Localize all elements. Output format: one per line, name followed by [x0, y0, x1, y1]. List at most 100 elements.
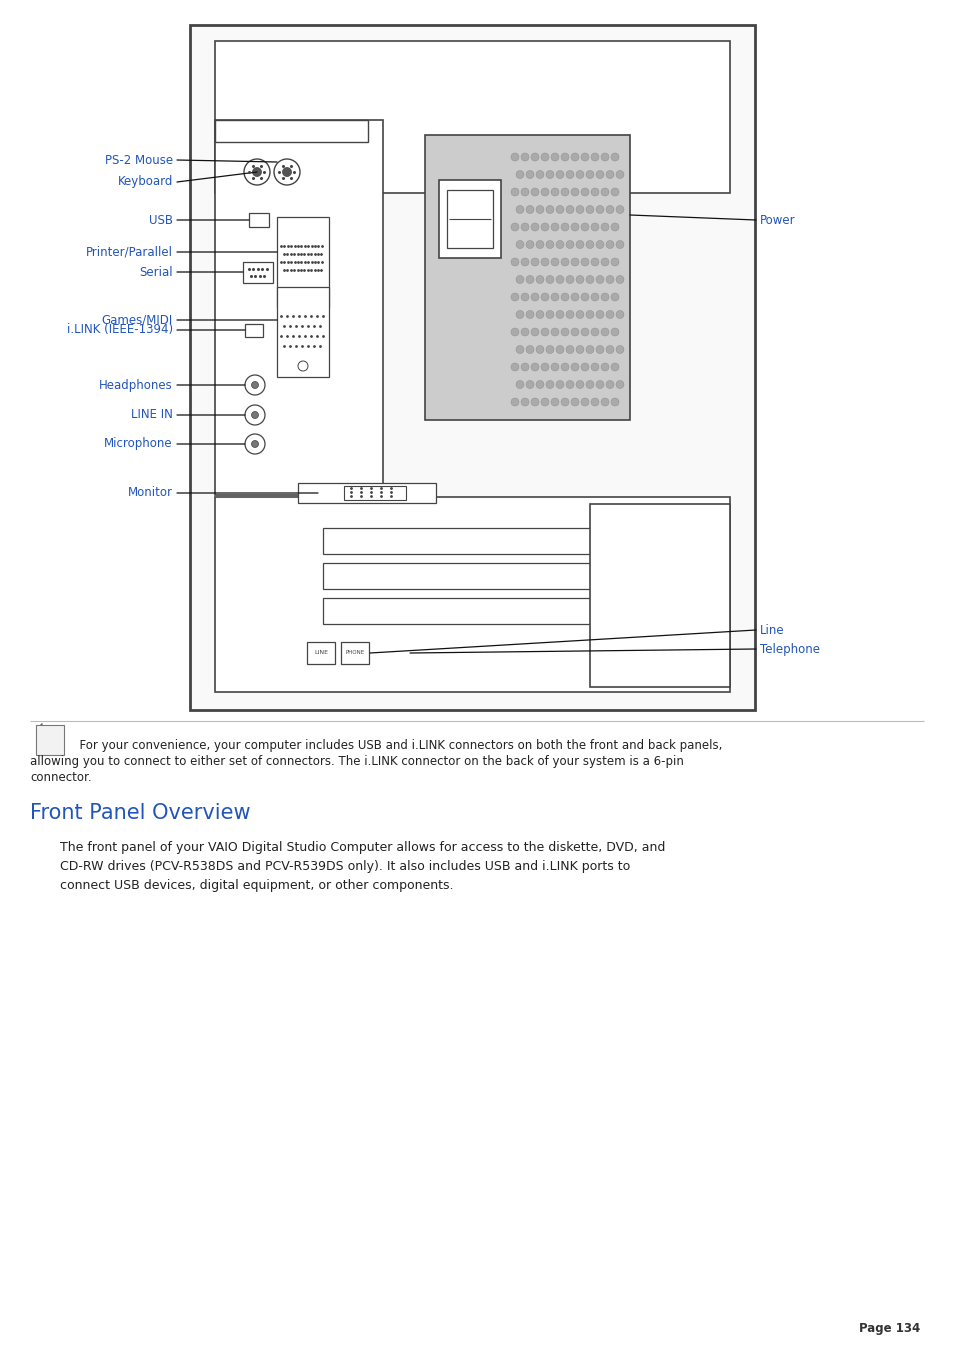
Circle shape [600, 328, 608, 336]
Circle shape [596, 276, 603, 284]
Text: Telephone: Telephone [760, 643, 820, 655]
Circle shape [576, 311, 583, 319]
Bar [340, 642, 369, 663]
Bar [438, 180, 500, 258]
Text: i.LINK (IEEE-1394): i.LINK (IEEE-1394) [67, 323, 172, 336]
Bar [214, 497, 729, 692]
Circle shape [565, 346, 574, 354]
Text: Page 134: Page 134 [858, 1323, 919, 1335]
Circle shape [551, 153, 558, 161]
Circle shape [244, 159, 270, 185]
Text: LINE: LINE [314, 650, 328, 655]
Circle shape [576, 276, 583, 284]
Circle shape [525, 276, 534, 284]
Circle shape [274, 159, 299, 185]
Circle shape [590, 223, 598, 231]
Circle shape [525, 240, 534, 249]
Text: connect USB devices, digital equipment, or other components.: connect USB devices, digital equipment, … [60, 880, 453, 892]
Circle shape [616, 240, 623, 249]
Circle shape [516, 276, 523, 284]
Circle shape [551, 363, 558, 372]
Circle shape [540, 153, 548, 161]
Text: Front Panel Overview: Front Panel Overview [30, 802, 251, 823]
Bar [323, 528, 602, 554]
Circle shape [565, 240, 574, 249]
Circle shape [600, 399, 608, 407]
Circle shape [610, 328, 618, 336]
Circle shape [531, 153, 538, 161]
Circle shape [540, 258, 548, 266]
Circle shape [516, 205, 523, 213]
Circle shape [560, 399, 568, 407]
Circle shape [556, 381, 563, 389]
Bar [307, 642, 335, 663]
Circle shape [545, 311, 554, 319]
Circle shape [252, 412, 258, 419]
Circle shape [590, 328, 598, 336]
Circle shape [531, 223, 538, 231]
Circle shape [551, 293, 558, 301]
Circle shape [511, 258, 518, 266]
Text: LINE IN: LINE IN [131, 408, 172, 422]
Bar [276, 218, 329, 307]
Circle shape [551, 399, 558, 407]
Circle shape [596, 381, 603, 389]
Circle shape [600, 293, 608, 301]
Circle shape [590, 363, 598, 372]
Circle shape [556, 311, 563, 319]
Circle shape [545, 276, 554, 284]
Circle shape [531, 258, 538, 266]
Circle shape [600, 153, 608, 161]
Bar [276, 286, 329, 377]
Circle shape [525, 311, 534, 319]
Circle shape [580, 153, 588, 161]
Circle shape [556, 240, 563, 249]
Circle shape [616, 170, 623, 178]
Circle shape [525, 346, 534, 354]
Circle shape [585, 346, 594, 354]
Circle shape [531, 363, 538, 372]
Text: PS-2 Mouse: PS-2 Mouse [105, 154, 172, 166]
Circle shape [616, 381, 623, 389]
Circle shape [540, 188, 548, 196]
Circle shape [282, 168, 292, 177]
Circle shape [596, 240, 603, 249]
Circle shape [551, 258, 558, 266]
Circle shape [511, 293, 518, 301]
Circle shape [596, 346, 603, 354]
Bar [297, 484, 436, 503]
Circle shape [590, 188, 598, 196]
Circle shape [536, 346, 543, 354]
Circle shape [252, 381, 258, 389]
Circle shape [571, 153, 578, 161]
Circle shape [520, 223, 529, 231]
Circle shape [590, 153, 598, 161]
Circle shape [565, 311, 574, 319]
Circle shape [540, 293, 548, 301]
Text: Microphone: Microphone [104, 438, 172, 450]
Circle shape [576, 240, 583, 249]
Circle shape [565, 170, 574, 178]
Circle shape [516, 381, 523, 389]
Circle shape [610, 153, 618, 161]
Circle shape [585, 205, 594, 213]
Circle shape [531, 293, 538, 301]
Circle shape [560, 363, 568, 372]
Circle shape [540, 223, 548, 231]
Circle shape [571, 258, 578, 266]
Circle shape [576, 346, 583, 354]
Bar [249, 213, 269, 227]
Circle shape [580, 293, 588, 301]
Bar [214, 120, 368, 142]
Circle shape [565, 205, 574, 213]
Bar [214, 120, 382, 494]
Circle shape [605, 311, 614, 319]
Circle shape [580, 258, 588, 266]
Circle shape [600, 223, 608, 231]
Circle shape [516, 240, 523, 249]
Circle shape [245, 405, 265, 426]
Circle shape [571, 328, 578, 336]
Text: PHONE: PHONE [345, 650, 364, 655]
Circle shape [252, 440, 258, 447]
Circle shape [536, 240, 543, 249]
